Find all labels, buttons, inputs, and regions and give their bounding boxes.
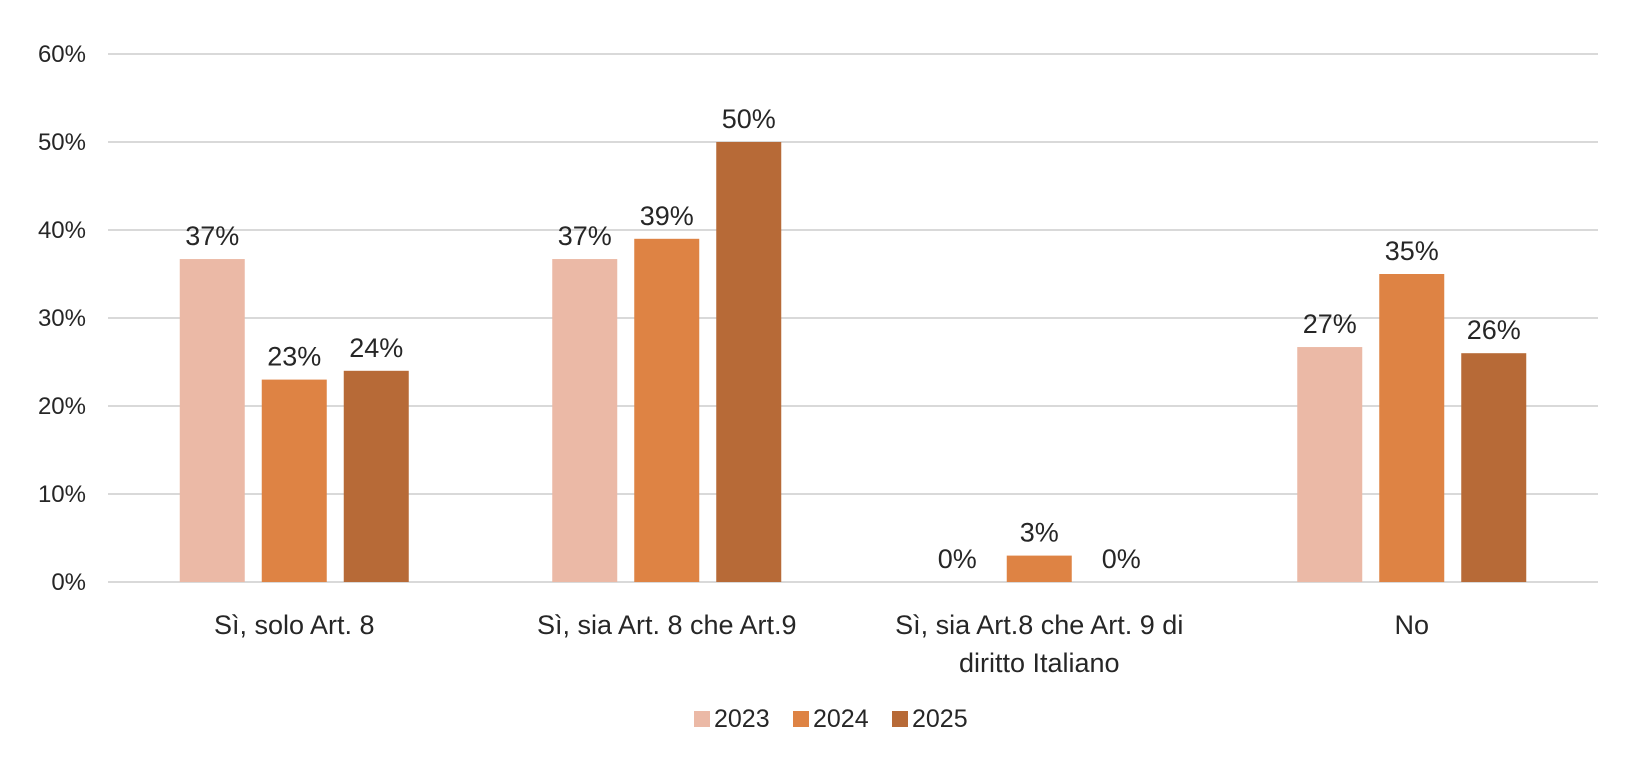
bar-2025-1 xyxy=(716,142,782,582)
data-labels: 37% 23% 24% 37% 39% 50% 0% 3% 0% 27% 35% 26% xyxy=(185,104,1521,574)
y-tick-label: 0% xyxy=(51,569,86,596)
data-label: 3% xyxy=(1020,518,1059,548)
category-label: Sì, sia Art. 8 che Art.9 xyxy=(537,610,797,640)
data-label: 39% xyxy=(640,201,694,231)
legend-swatch-2023 xyxy=(694,711,710,727)
y-axis-ticks: 0% 10% 20% 30% 40% 50% 60% xyxy=(38,41,86,596)
data-label: 26% xyxy=(1467,315,1521,345)
data-label: 27% xyxy=(1303,309,1357,339)
y-tick-label: 20% xyxy=(38,393,86,420)
x-axis-categories: Sì, solo Art. 8 Sì, sia Art. 8 che Art.9 S… xyxy=(214,610,1429,678)
y-tick-label: 30% xyxy=(38,305,86,332)
bar-2024-3 xyxy=(1379,274,1445,582)
bars xyxy=(179,142,1527,583)
data-label: 0% xyxy=(1102,544,1141,574)
gridlines xyxy=(108,53,1598,583)
y-tick-label: 60% xyxy=(38,41,86,68)
legend-label-2024: 2024 xyxy=(813,705,869,733)
y-tick-label: 10% xyxy=(38,481,86,508)
data-label: 23% xyxy=(267,342,321,372)
bar-2023-3 xyxy=(1297,347,1363,582)
bar-2025-3 xyxy=(1461,353,1527,582)
bar-2024-1 xyxy=(634,238,700,583)
legend-swatch-2025 xyxy=(892,711,908,727)
legend-label-2025: 2025 xyxy=(912,705,968,733)
bar-2024-2 xyxy=(1006,555,1072,582)
bar-2023-0 xyxy=(179,259,245,582)
category-label: No xyxy=(1394,610,1429,640)
legend: 2023 2024 2025 xyxy=(694,705,968,733)
data-label: 37% xyxy=(185,221,239,251)
legend-swatch-2024 xyxy=(793,711,809,727)
category-label: diritto Italiano xyxy=(959,648,1120,678)
category-label: Sì, sia Art.8 che Art. 9 di xyxy=(895,610,1183,640)
bar-2025-0 xyxy=(343,370,409,582)
data-label: 50% xyxy=(722,104,776,134)
data-label: 0% xyxy=(938,544,977,574)
category-label: Sì, solo Art. 8 xyxy=(214,610,375,640)
y-tick-label: 50% xyxy=(38,129,86,156)
data-label: 35% xyxy=(1385,236,1439,266)
y-tick-label: 40% xyxy=(38,217,86,244)
bar-2023-1 xyxy=(552,259,618,582)
legend-label-2023: 2023 xyxy=(714,705,770,733)
bar-2024-0 xyxy=(261,379,327,582)
data-label: 24% xyxy=(349,333,403,363)
data-label: 37% xyxy=(558,221,612,251)
